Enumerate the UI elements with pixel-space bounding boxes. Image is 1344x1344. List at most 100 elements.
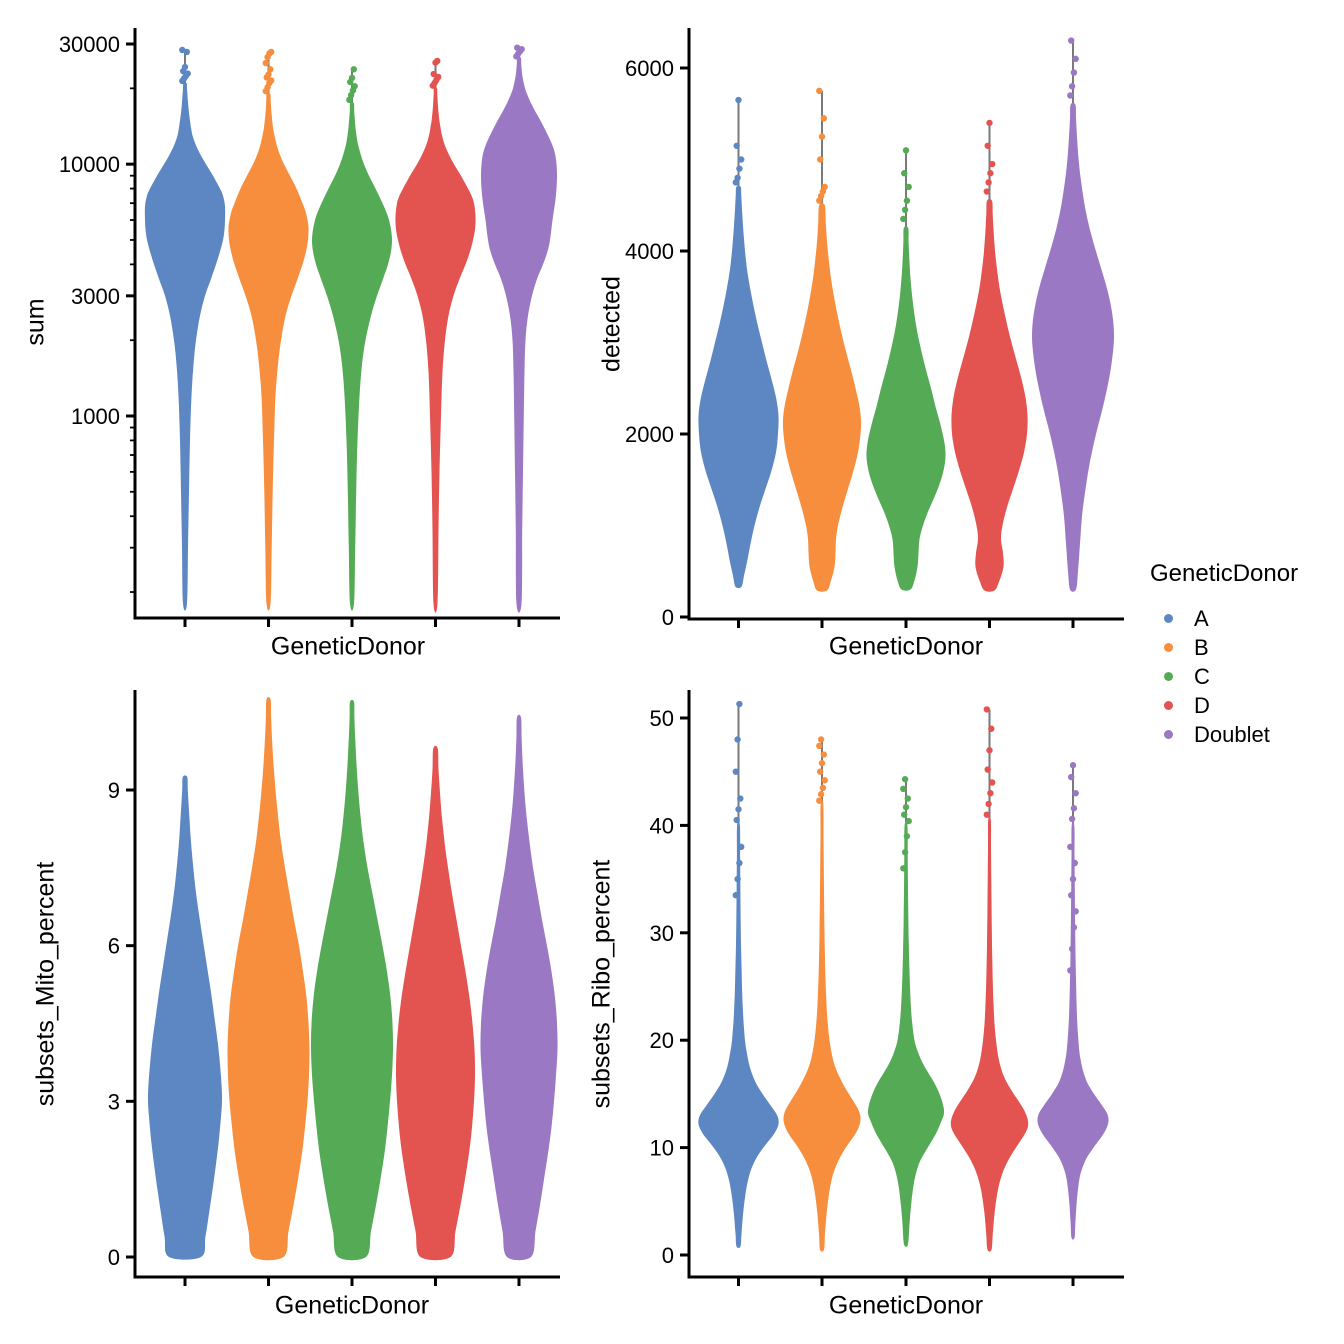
outlier-dot-subsets_Ribo_percent-B: [820, 751, 827, 758]
y-tick-label-subsets_Ribo_percent: 40: [650, 813, 674, 838]
y-tick-label-detected: 0: [662, 605, 674, 630]
y-axis-title-detected: detected: [597, 276, 626, 372]
y-axis-title-ribo: subsets_Ribo_percent: [587, 859, 616, 1109]
outlier-dot-detected-C: [900, 215, 907, 223]
y-tick-label-sum: 30000: [59, 32, 120, 57]
outlier-dot-subsets_Ribo_percent-A: [733, 816, 740, 824]
x-axis-title-detected: GeneticDonor: [828, 632, 984, 661]
outlier-dot-subsets_Ribo_percent-A: [735, 806, 742, 813]
violin-sum-C: [312, 101, 392, 611]
outlier-dot-detected-Doublet: [1068, 83, 1076, 90]
violin-sum-A: [144, 82, 226, 611]
outlier-dot-subsets_Ribo_percent-Doublet: [1068, 773, 1075, 781]
legend: GeneticDonor A B C D Doublet: [1150, 560, 1340, 749]
outlier-dot-sum-B: [262, 59, 269, 67]
outlier-dot-subsets_Ribo_percent-D: [985, 800, 992, 808]
outlier-dot-subsets_Ribo_percent-A: [732, 892, 739, 899]
legend-item-A: A: [1150, 604, 1340, 633]
legend-item-label: C: [1194, 663, 1210, 689]
outlier-dot-detected-C: [901, 206, 909, 214]
outlier-dot-subsets_Ribo_percent-B: [816, 742, 823, 750]
outlier-dot-sum-A: [181, 63, 189, 71]
violin-detected-Doublet: [1031, 102, 1115, 592]
y-axis-title-mito: subsets_Mito_percent: [31, 861, 60, 1107]
legend-item-label: A: [1194, 605, 1209, 631]
violin-detected-A: [698, 185, 779, 589]
outlier-dot-subsets_Ribo_percent-A: [738, 843, 745, 851]
outlier-dot-subsets_Ribo_percent-C: [900, 865, 907, 872]
outlier-dot-subsets_Ribo_percent-D: [983, 811, 990, 818]
y-tick-label-detected: 4000: [625, 239, 674, 264]
outlier-dot-detected-A: [733, 142, 740, 149]
outlier-dot-subsets_Ribo_percent-B: [821, 777, 828, 784]
violin-sum-Doublet: [481, 56, 557, 613]
y-tick-label-sum: 3000: [71, 284, 120, 309]
outlier-dot-detected-Doublet: [1070, 69, 1078, 76]
legend-item-D: D: [1150, 691, 1340, 720]
violin-detected-C: [866, 226, 946, 591]
y-tick-label-detected: 2000: [625, 422, 674, 447]
outlier-dot-subsets_Ribo_percent-Doublet: [1072, 789, 1079, 797]
y-tick-label-subsets_Mito_percent: 6: [108, 934, 120, 959]
outlier-dot-subsets_Ribo_percent-Doublet: [1071, 859, 1079, 867]
outlier-dot-sum-B: [268, 77, 275, 84]
outlier-dot-detected-A: [735, 96, 742, 104]
outlier-dot-sum-C: [350, 66, 357, 73]
outlier-dot-subsets_Ribo_percent-Doublet: [1070, 805, 1078, 812]
violin-subsets_Mito_percent-A: [147, 775, 223, 1260]
violin-detected-B: [782, 202, 862, 592]
outlier-dot-subsets_Ribo_percent-A: [736, 859, 743, 867]
outlier-dot-detected-Doublet: [1067, 92, 1074, 99]
y-tick-label-subsets_Ribo_percent: 20: [650, 1028, 674, 1053]
y-tick-label-subsets_Ribo_percent: 10: [650, 1136, 674, 1161]
outlier-dot-subsets_Ribo_percent-C: [903, 832, 911, 840]
violin-sum-D: [395, 87, 476, 613]
violin-sum-B: [228, 93, 309, 611]
outlier-dot-detected-D: [985, 179, 992, 186]
legend-items: A B C D Doublet: [1150, 604, 1340, 749]
outlier-dot-detected-C: [903, 197, 911, 204]
outlier-dot-detected-Doublet: [1072, 55, 1079, 63]
outlier-dot-subsets_Ribo_percent-B: [816, 797, 823, 804]
legend-item-B: B: [1150, 633, 1340, 662]
y-axis-title-sum: sum: [21, 298, 50, 346]
outlier-dot-subsets_Ribo_percent-C: [900, 785, 907, 793]
outlier-dot-subsets_Ribo_percent-B: [817, 768, 824, 775]
outlier-dot-detected-B: [816, 87, 823, 95]
violin-subsets_Ribo_percent-B: [783, 799, 861, 1252]
outlier-dot-subsets_Ribo_percent-C: [905, 817, 912, 825]
outlier-dot-subsets_Ribo_percent-D: [987, 789, 994, 797]
outlier-dot-subsets_Ribo_percent-B: [819, 784, 827, 792]
legend-item-label: Doublet: [1194, 721, 1270, 747]
y-tick-label-subsets_Ribo_percent: 50: [650, 706, 674, 731]
legend-dot-icon: [1164, 643, 1173, 652]
outlier-dot-sum-B: [265, 71, 272, 78]
outlier-dot-subsets_Ribo_percent-Doublet: [1069, 762, 1077, 769]
outlier-dot-subsets_Ribo_percent-Doublet: [1070, 924, 1078, 931]
outlier-dot-sum-C: [351, 82, 358, 90]
outlier-dot-detected-Doublet: [1068, 37, 1075, 44]
legend-item-label: B: [1194, 634, 1209, 660]
outlier-dot-subsets_Ribo_percent-D: [984, 766, 991, 773]
legend-dot-icon: [1164, 701, 1173, 710]
outlier-dot-detected-D: [983, 188, 990, 195]
outlier-dot-detected-B: [820, 115, 827, 122]
outlier-dot-subsets_Ribo_percent-D: [988, 725, 995, 732]
outlier-dot-subsets_Ribo_percent-B: [817, 791, 825, 798]
outlier-dot-sum-A: [179, 46, 186, 54]
outlier-dot-detected-D: [987, 170, 994, 177]
legend-item-Doublet: Doublet: [1150, 720, 1340, 749]
y-tick-label-subsets_Mito_percent: 0: [108, 1245, 120, 1270]
legend-title: GeneticDonor: [1150, 560, 1299, 587]
y-tick-label-sum: 10000: [59, 152, 120, 177]
outlier-dot-subsets_Ribo_percent-Doublet: [1068, 945, 1076, 953]
outlier-dot-sum-D: [430, 70, 437, 78]
violin-subsets_Ribo_percent-D: [950, 816, 1029, 1252]
violin-detected-D: [951, 198, 1028, 592]
outlier-dot-detected-A: [738, 156, 745, 163]
outlier-dot-subsets_Ribo_percent-C: [902, 803, 910, 811]
y-tick-label-subsets_Ribo_percent: 30: [650, 921, 674, 946]
y-tick-label-subsets_Ribo_percent: 0: [662, 1243, 674, 1268]
outlier-dot-subsets_Ribo_percent-D: [989, 779, 996, 786]
